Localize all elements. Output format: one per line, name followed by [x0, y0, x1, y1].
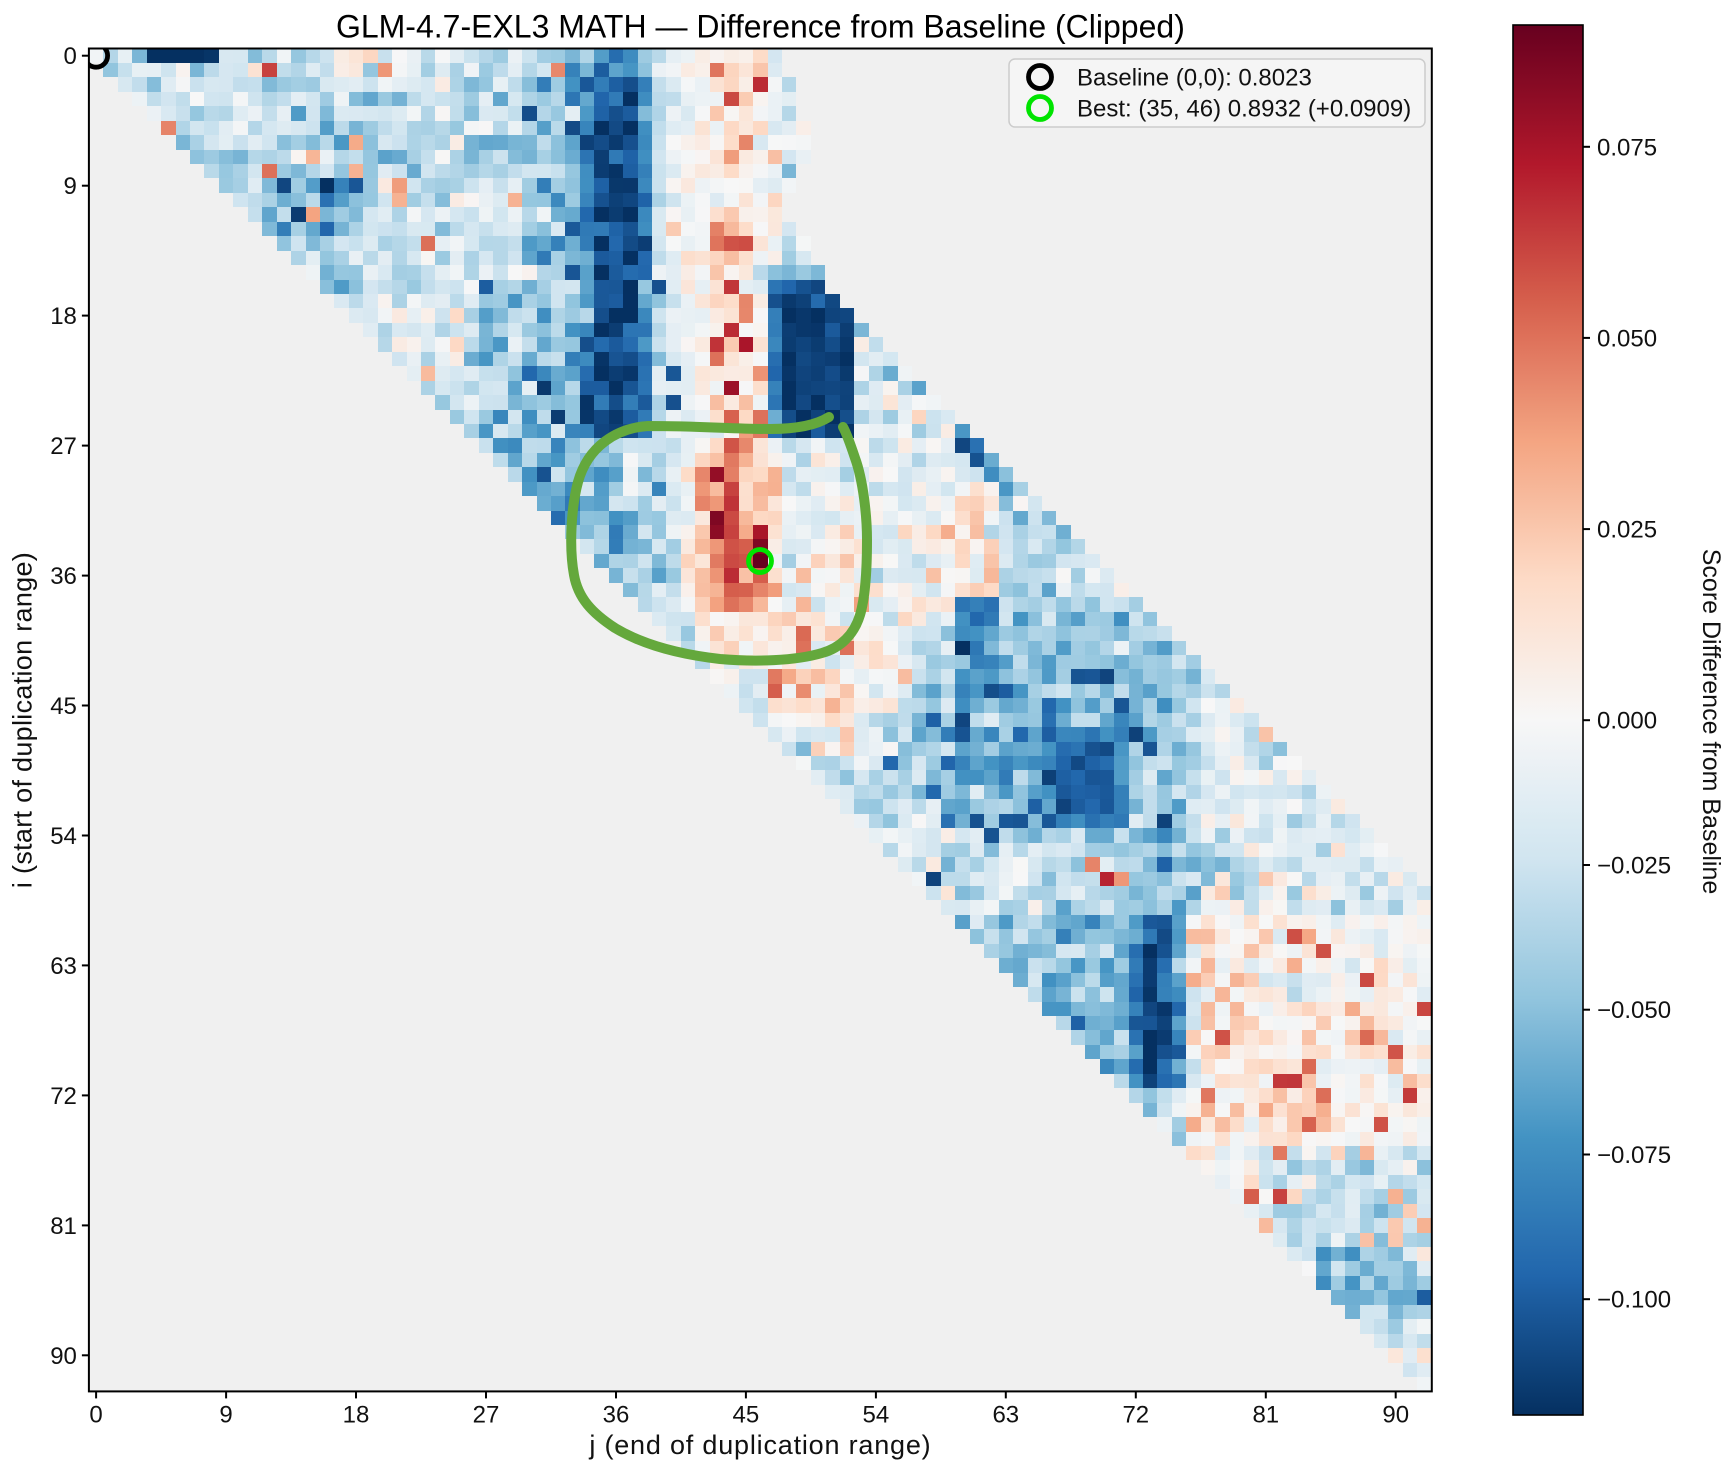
svg-text:72: 72 — [1122, 1401, 1149, 1428]
svg-text:0.025: 0.025 — [1597, 517, 1657, 544]
svg-text:0.000: 0.000 — [1597, 708, 1657, 735]
svg-text:0: 0 — [64, 43, 77, 70]
svg-text:54: 54 — [863, 1401, 890, 1428]
svg-text:90: 90 — [50, 1343, 77, 1370]
svg-text:72: 72 — [50, 1083, 77, 1110]
svg-text:18: 18 — [343, 1401, 370, 1428]
svg-text:−0.025: −0.025 — [1597, 853, 1671, 880]
svg-text:−0.050: −0.050 — [1597, 997, 1671, 1024]
svg-text:18: 18 — [50, 303, 77, 330]
svg-text:9: 9 — [219, 1401, 232, 1428]
svg-text:27: 27 — [50, 433, 77, 460]
svg-text:Score Difference from Baseline: Score Difference from Baseline — [1697, 549, 1725, 895]
svg-text:27: 27 — [473, 1401, 500, 1428]
svg-text:54: 54 — [50, 823, 77, 850]
svg-text:9: 9 — [64, 173, 77, 200]
svg-text:i (start of duplication range): i (start of duplication range) — [8, 552, 38, 888]
svg-text:63: 63 — [992, 1401, 1019, 1428]
svg-text:Best: (35, 46) 0.8932 (+0.0909: Best: (35, 46) 0.8932 (+0.0909) — [1077, 96, 1411, 123]
svg-text:36: 36 — [603, 1401, 630, 1428]
svg-text:63: 63 — [50, 953, 77, 980]
svg-text:81: 81 — [50, 1213, 77, 1240]
svg-text:−0.100: −0.100 — [1597, 1287, 1671, 1314]
svg-text:36: 36 — [50, 563, 77, 590]
svg-text:81: 81 — [1252, 1401, 1279, 1428]
svg-text:0.050: 0.050 — [1597, 325, 1657, 352]
svg-text:j (end of duplication range): j (end of duplication range) — [588, 1430, 931, 1460]
svg-text:45: 45 — [50, 693, 77, 720]
svg-text:90: 90 — [1382, 1401, 1409, 1428]
svg-text:GLM-4.7-EXL3 MATH — Difference: GLM-4.7-EXL3 MATH — Difference from Base… — [336, 9, 1185, 45]
svg-text:−0.075: −0.075 — [1597, 1142, 1671, 1169]
svg-text:0: 0 — [89, 1401, 102, 1428]
svg-text:0.075: 0.075 — [1597, 134, 1657, 161]
svg-text:Baseline (0,0): 0.8023: Baseline (0,0): 0.8023 — [1077, 65, 1312, 92]
svg-text:45: 45 — [733, 1401, 760, 1428]
